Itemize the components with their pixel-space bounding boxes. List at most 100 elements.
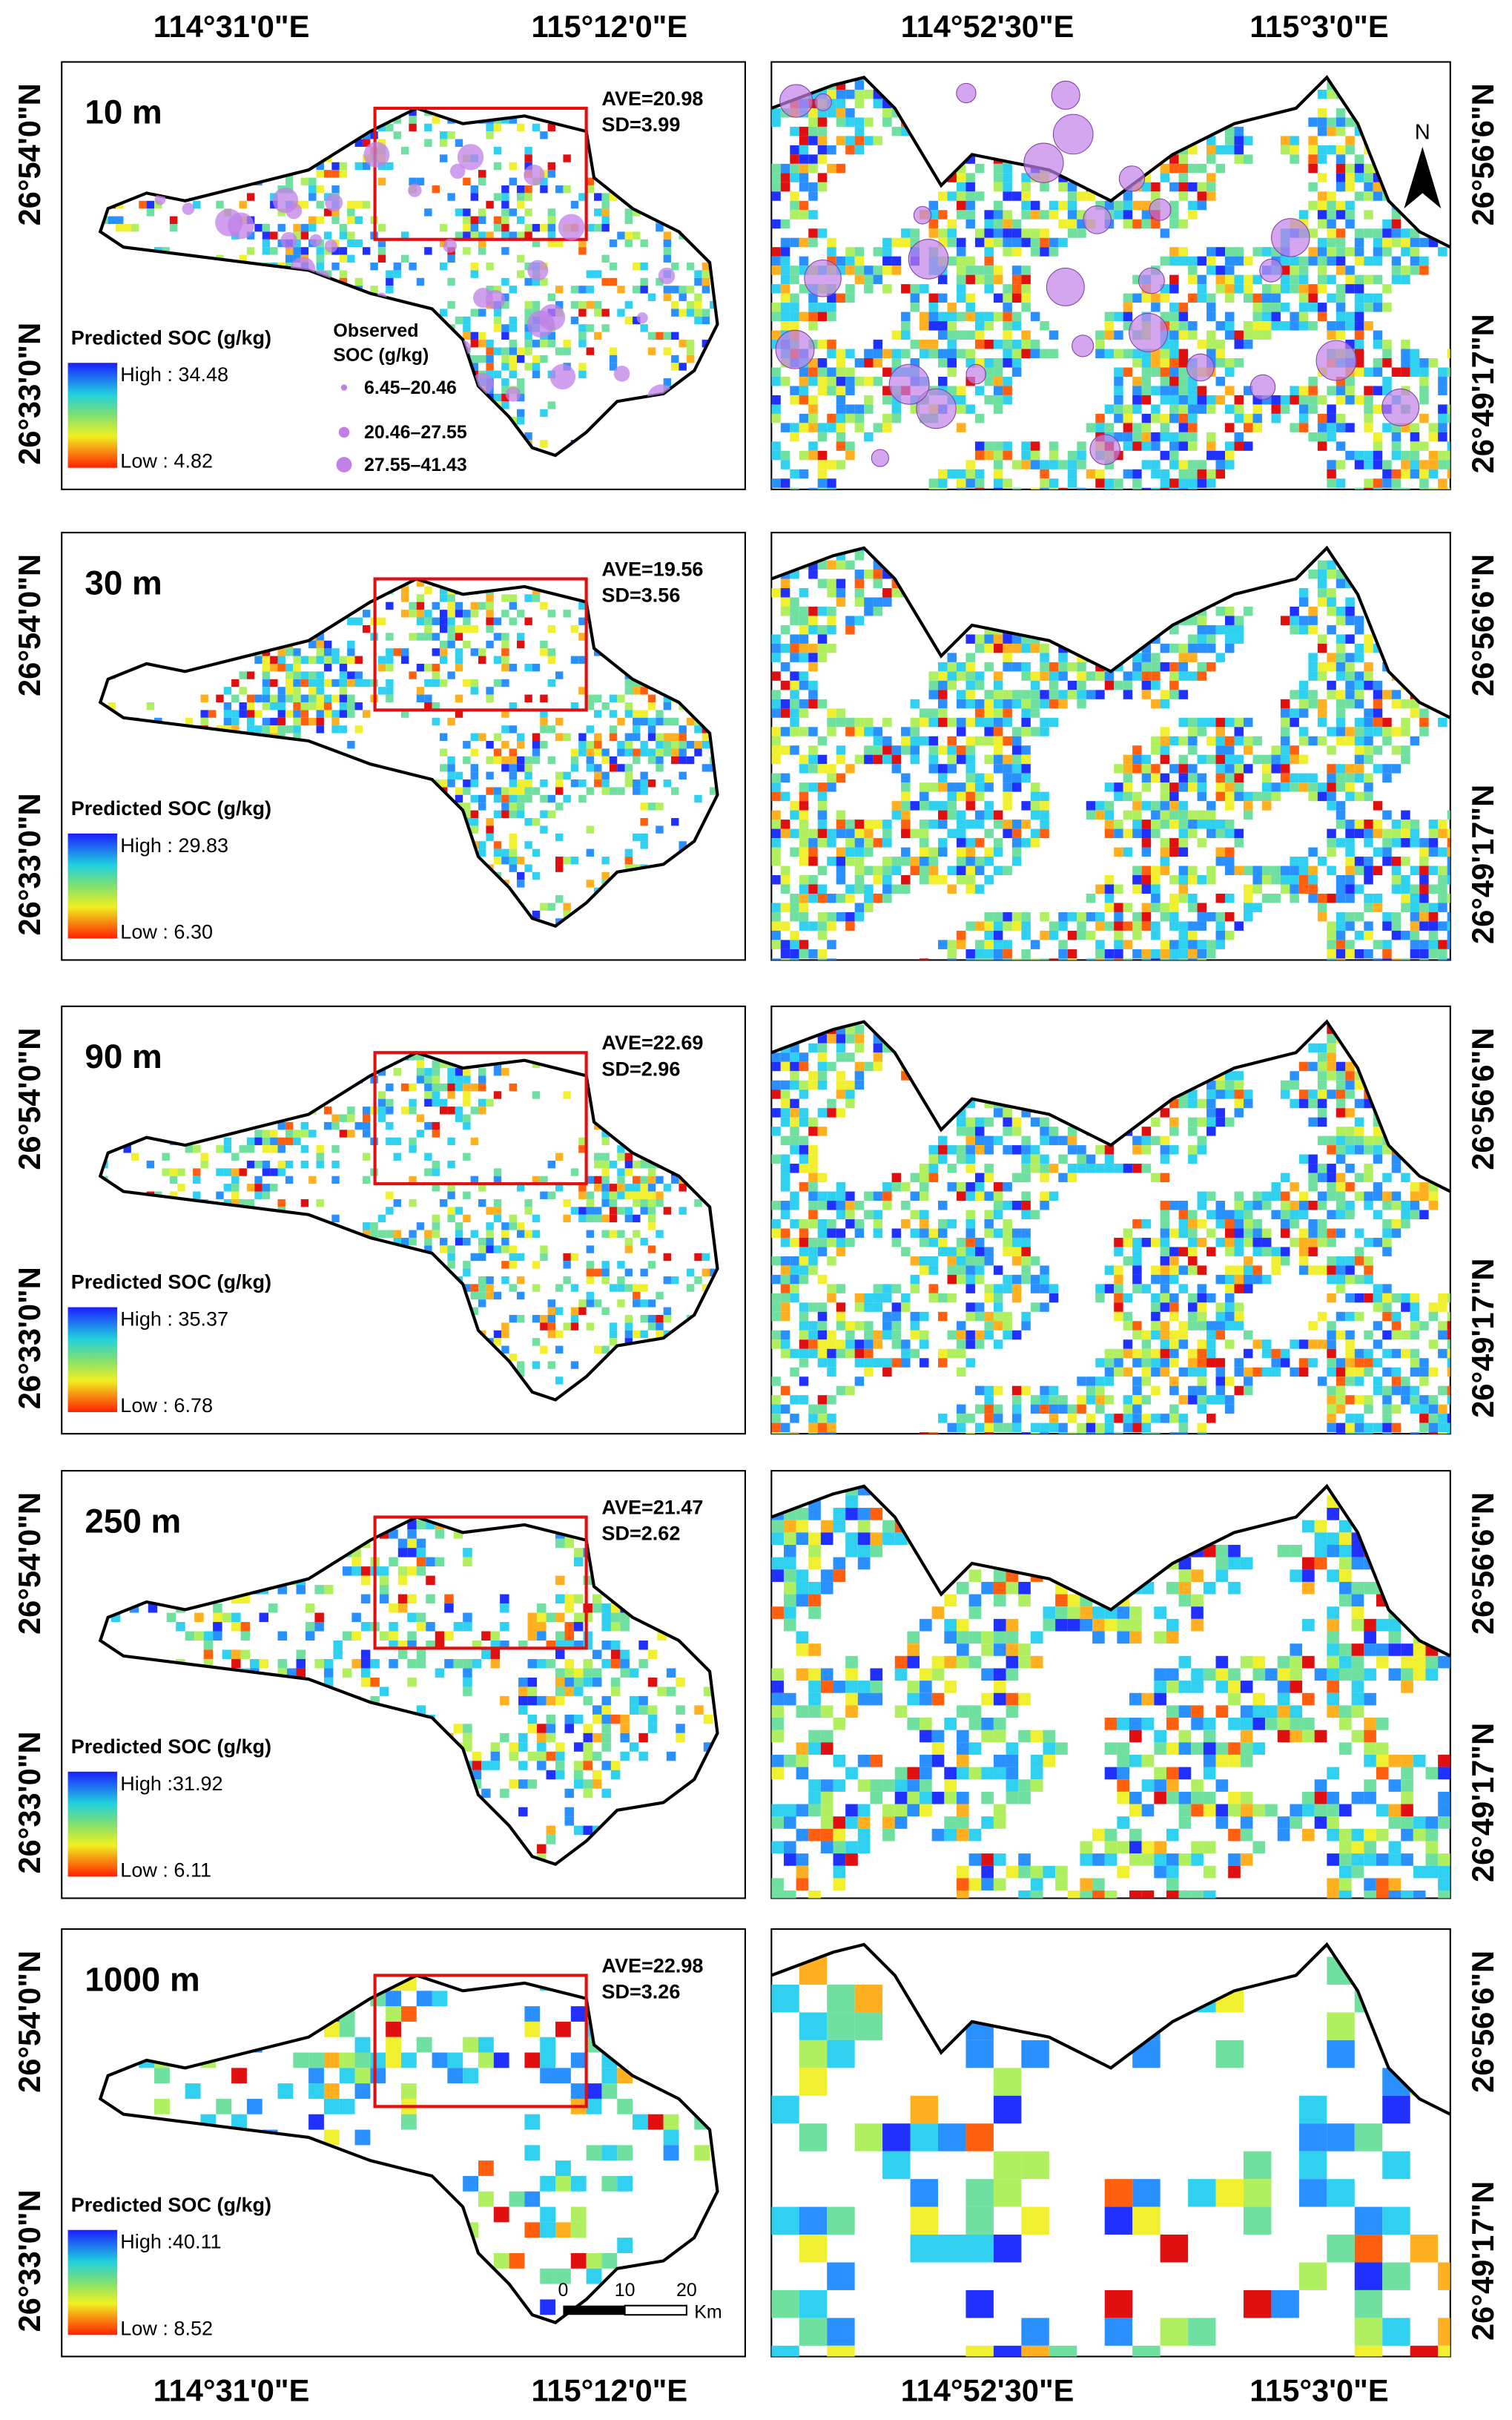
- raster-cell: [938, 274, 948, 285]
- raster-cell: [1151, 404, 1161, 414]
- raster-cell: [993, 163, 1003, 174]
- raster-cell: [331, 185, 340, 194]
- raster-cell: [1206, 266, 1216, 275]
- raster-cell: [947, 367, 957, 377]
- raster-cell: [1345, 311, 1355, 322]
- raster-cell: [501, 185, 509, 194]
- raster-cell: [517, 123, 525, 132]
- raster-cell: [1011, 293, 1022, 303]
- raster-cell: [601, 324, 610, 332]
- raster-cell: [501, 293, 509, 302]
- raster-cell: [393, 263, 401, 271]
- raster-cell: [1169, 460, 1179, 469]
- raster-cell: [1225, 266, 1235, 275]
- observed-title: Observed: [333, 320, 418, 341]
- raster-cell: [1169, 413, 1179, 423]
- raster-cell: [1132, 200, 1142, 211]
- raster-cell: [827, 340, 836, 349]
- raster-cell: [910, 293, 920, 303]
- raster-cell: [938, 311, 948, 322]
- raster-cell: [993, 340, 1003, 349]
- raster-cell: [370, 263, 378, 271]
- raster-cell: [1011, 237, 1022, 248]
- raster-cell: [478, 177, 486, 185]
- raster-cell: [1114, 395, 1123, 405]
- raster-cell: [836, 108, 846, 118]
- raster-cell: [854, 274, 865, 285]
- raster-cell: [780, 311, 790, 322]
- raster-cell: [493, 810, 502, 819]
- raster-cell: [308, 177, 317, 185]
- raster-cell: [439, 640, 448, 649]
- raster-cell: [1336, 247, 1346, 257]
- raster-cell: [1252, 330, 1262, 340]
- raster-cell: [517, 871, 525, 880]
- observed-site: [888, 363, 930, 405]
- raster-cell: [901, 349, 911, 359]
- raster-cell: [1151, 293, 1161, 303]
- raster-cell: [563, 347, 571, 355]
- raster-cell: [1327, 460, 1336, 469]
- raster-cell: [501, 640, 509, 649]
- raster-cell: [1225, 256, 1235, 266]
- raster-cell: [1011, 358, 1022, 368]
- raster-cell: [463, 624, 471, 633]
- raster-cell: [1188, 266, 1198, 275]
- raster-cell: [547, 610, 556, 618]
- raster-cell: [609, 764, 618, 772]
- raster-cell: [501, 725, 509, 733]
- raster-cell: [1095, 478, 1105, 488]
- raster-cell: [316, 216, 324, 224]
- legend-title: Predicted SOC (g/kg): [71, 797, 271, 820]
- raster-cell: [1327, 117, 1336, 127]
- raster-cell: [169, 223, 178, 232]
- raster-cell: [424, 679, 432, 688]
- raster-cell: [1067, 478, 1077, 488]
- raster-cell: [540, 277, 548, 286]
- raster-cell: [555, 864, 564, 872]
- raster-cell: [1364, 487, 1373, 489]
- x-axis-label: 114°52'30"E: [901, 9, 1074, 44]
- raster-cell: [578, 617, 587, 625]
- raster-cell: [532, 239, 541, 248]
- raster-cell: [1188, 200, 1198, 211]
- raster-cell: [501, 223, 509, 232]
- raster-cell: [663, 231, 672, 240]
- raster-cell: [679, 363, 687, 371]
- raster-cell: [1438, 450, 1447, 461]
- raster-cell: [277, 663, 285, 672]
- raster-cell: [270, 247, 278, 255]
- raster-cell: [1345, 219, 1355, 229]
- raster-cell: [790, 145, 799, 155]
- raster-cell: [1003, 634, 1012, 644]
- raster-cell: [993, 266, 1003, 275]
- raster-cell: [1021, 228, 1031, 238]
- raster-cell: [540, 694, 548, 702]
- raster-cell: [836, 432, 846, 442]
- raster-cell: [1317, 200, 1327, 211]
- raster-cell: [424, 617, 432, 625]
- raster-cell: [1298, 624, 1309, 635]
- raster-cell: [1225, 330, 1235, 340]
- raster-cell: [836, 99, 846, 108]
- raster-cell: [386, 123, 394, 132]
- raster-cell: [1169, 376, 1179, 386]
- raster-cell: [293, 717, 301, 726]
- raster-cell: [478, 247, 486, 255]
- raster-cell: [1178, 247, 1189, 257]
- raster-cell: [601, 779, 610, 788]
- raster-cell: [470, 648, 478, 656]
- raster-cell: [984, 340, 994, 349]
- raster-cell: [509, 231, 518, 240]
- raster-cell: [547, 231, 556, 240]
- raster-cell: [974, 237, 985, 248]
- raster-cell: [524, 764, 532, 772]
- raster-cell: [493, 193, 502, 201]
- raster-cell: [478, 794, 486, 803]
- raster-cell: [1077, 228, 1086, 238]
- raster-cell: [1364, 274, 1373, 285]
- raster-cell: [1021, 460, 1031, 469]
- raster-cell: [331, 710, 340, 718]
- observed-site: [1129, 312, 1169, 352]
- raster-cell: [331, 162, 340, 171]
